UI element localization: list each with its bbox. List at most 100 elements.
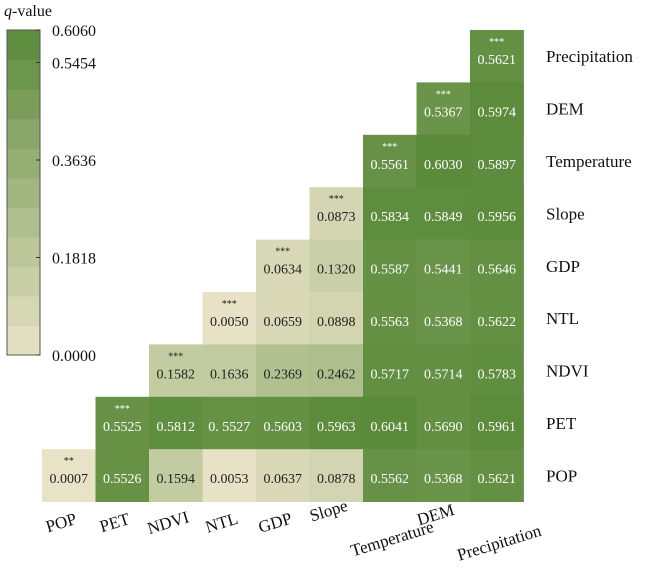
cell-fill: [416, 396, 471, 450]
heatmap-cell: 0. 5527: [202, 396, 257, 450]
heatmap-cell: 0.5812: [149, 396, 203, 450]
colorbar-segment: [7, 295, 40, 326]
cell-significance: ***: [222, 299, 237, 310]
cell-value: 0.5974: [478, 105, 517, 120]
heatmap-cell: 0.0634 ***: [256, 239, 310, 293]
cell-fill: [256, 396, 310, 450]
heatmap-cell: 0.5849: [416, 187, 471, 240]
cell-value: 0.5622: [478, 315, 517, 330]
heatmap-cell: 0.5562: [363, 449, 417, 502]
heatmap-cell: 0.0898: [309, 292, 364, 345]
heatmap-cell: 0.5961: [470, 396, 524, 450]
heatmap-cell: 0.6030: [416, 134, 471, 188]
heatmap-cell: 0.0007 **: [42, 449, 96, 502]
heatmap-cell: 0.2369: [256, 344, 310, 398]
colorbar-tick-label: 0.5454: [52, 56, 96, 73]
cell-value: 0.5526: [103, 472, 142, 487]
heatmap-cell: 0.5563: [363, 292, 417, 345]
heatmap-cell: 0.5525 ***: [95, 396, 150, 450]
cell-fill: [309, 396, 364, 450]
cell-value: 0.5834: [371, 210, 410, 225]
cell-fill: [363, 187, 417, 240]
cell-fill: [309, 292, 364, 345]
colorbar-title-rest: -value: [12, 3, 52, 20]
row-label-dem: DEM: [546, 100, 584, 119]
row-label-gdp: GDP: [546, 257, 580, 276]
heatmap-cell: 0.2462: [309, 344, 364, 398]
colorbar-segment: [7, 118, 40, 149]
cell-value: 0.5690: [424, 420, 463, 435]
cell-fill: [470, 239, 524, 293]
cell-value: 0.0637: [264, 472, 303, 487]
cell-fill: [416, 449, 471, 502]
heatmap-cell: 0.5561 ***: [363, 134, 417, 188]
cell-value: 0.0659: [264, 315, 303, 330]
heatmap-cell: 0.5717: [363, 344, 417, 398]
cell-fill: [309, 239, 364, 293]
row-label-pop: POP: [546, 466, 577, 485]
heatmap-cell: 0.5897: [470, 134, 524, 188]
cell-fill: [256, 449, 310, 502]
cell-fill: [363, 134, 417, 188]
cell-significance: ***: [115, 404, 130, 415]
cell-value: 0.1636: [210, 367, 249, 382]
column-label-pop: POP: [43, 509, 78, 536]
heatmap-cell: 0.5621 ***: [470, 30, 524, 83]
cell-value: 0.1582: [157, 367, 196, 382]
colorbar-segment: [7, 207, 40, 238]
heatmap-cell: 0.5690: [416, 396, 471, 450]
heatmap-cell: 0.5603: [256, 396, 310, 450]
heatmap-cell: 0.5368: [416, 449, 471, 502]
row-label-pet: PET: [546, 414, 577, 433]
cell-fill: [470, 344, 524, 398]
cell-value: 0.0634: [264, 263, 303, 278]
cell-fill: [309, 449, 364, 502]
heatmap-cell: 0.5714: [416, 344, 471, 398]
row-label-ndvi: NDVI: [546, 362, 589, 381]
heatmap-cell: 0.1320: [309, 239, 364, 293]
cell-value: 0.5646: [478, 263, 517, 278]
cell-fill: [149, 344, 203, 398]
cell-value: 0.0053: [210, 472, 249, 487]
heatmap-cell: 0.0878: [309, 449, 364, 502]
cell-value: 0.5849: [424, 210, 463, 225]
colorbar-title-q: q: [4, 3, 12, 20]
cell-fill: [470, 396, 524, 450]
column-label-precipitation: Precipitation: [455, 521, 544, 565]
cell-value: 0.6030: [424, 158, 463, 173]
cell-significance: ***: [436, 89, 451, 100]
cell-fill: [95, 449, 150, 502]
cell-value: 0.5621: [478, 53, 517, 68]
heatmap-cells: 0.5621 *** 0.5367 *** 0.5974 0.5561 *** 0.6030 0…: [42, 30, 524, 502]
cell-value: 0.5714: [424, 367, 463, 382]
cell-fill: [256, 292, 310, 345]
row-labels: Precipitation DEM Temperature Slope GDP NTL ND…: [546, 47, 633, 485]
cell-fill: [363, 396, 417, 450]
cell-fill: [202, 449, 257, 502]
cell-value: 0.0050: [210, 315, 249, 330]
cell-fill: [416, 187, 471, 240]
colorbar-frame: [6, 29, 41, 356]
colorbar-title: q-value: [4, 3, 52, 20]
cell-value: 0.5717: [371, 367, 410, 382]
row-label-ntl: NTL: [546, 309, 579, 328]
cell-fill: [363, 292, 417, 345]
heatmap-cell: 0.5526: [95, 449, 150, 502]
heatmap-cell: 0.5367 ***: [416, 82, 471, 136]
cell-significance: ***: [168, 351, 183, 362]
cell-fill: [416, 239, 471, 293]
heatmap-cell: 0.5622: [470, 292, 524, 345]
cell-fill: [470, 82, 524, 136]
colorbar-segment: [7, 266, 40, 297]
cell-significance: ***: [489, 37, 504, 48]
row-label-precipitation: Precipitation: [546, 47, 633, 66]
column-label-pet: PET: [97, 509, 132, 536]
cell-value: 0.5961: [478, 420, 517, 435]
cell-fill: [470, 292, 524, 345]
cell-fill: [363, 449, 417, 502]
heatmap-cell: 0.5646: [470, 239, 524, 293]
cell-fill: [256, 239, 310, 293]
cell-fill: [470, 134, 524, 188]
cell-significance: ***: [329, 194, 344, 205]
cell-fill: [416, 134, 471, 188]
